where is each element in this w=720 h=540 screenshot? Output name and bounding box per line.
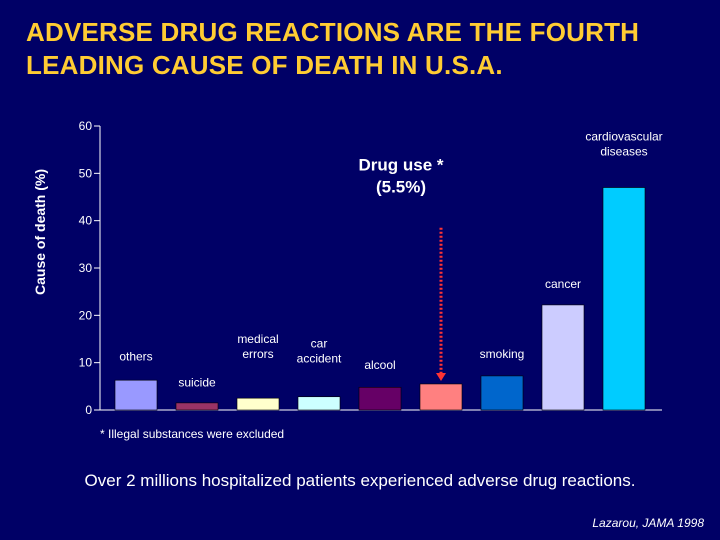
bar-label-5: (5.5%) <box>376 177 426 196</box>
bar-label-8: cardiovascular <box>585 129 662 143</box>
bar-label-5: Drug use * <box>358 155 443 174</box>
y-tick-label: 50 <box>79 166 93 180</box>
summary-text: Over 2 millions hospitalized patients ex… <box>84 471 636 490</box>
bar-8 <box>602 187 646 411</box>
y-tick-label: 40 <box>79 214 93 228</box>
bar-label-1: suicide <box>178 375 216 389</box>
y-tick-label: 10 <box>79 356 93 370</box>
highlight-arrow-head <box>436 372 446 381</box>
bar-label-6: smoking <box>480 347 525 361</box>
bar-label-3: accident <box>297 352 342 366</box>
bar-5 <box>419 383 463 411</box>
bar-label-0: others <box>119 349 152 363</box>
bar-0 <box>114 379 158 411</box>
bar-7 <box>541 304 585 411</box>
bar-4 <box>358 386 402 411</box>
title-line-2: LEADING CAUSE OF DEATH IN U.S.A. <box>26 50 503 80</box>
bar-6 <box>480 375 524 411</box>
y-axis-label: Cause of death (%) <box>32 169 48 295</box>
y-tick-label: 20 <box>79 308 93 322</box>
bar-label-2: medical <box>237 332 278 346</box>
citation: Lazarou, JAMA 1998 <box>592 516 704 530</box>
title-line-1: ADVERSE DRUG REACTIONS ARE THE FOURTH <box>26 17 640 47</box>
bar-1 <box>175 402 219 411</box>
bar-3 <box>297 396 341 411</box>
bar-label-7: cancer <box>545 277 581 291</box>
bar-label-2: errors <box>242 347 273 361</box>
y-tick-label: 30 <box>79 261 93 275</box>
y-tick-label: 60 <box>79 119 93 133</box>
bar-label-3: car <box>311 337 328 351</box>
bar-2 <box>236 397 280 411</box>
footnote: * Illegal substances were excluded <box>100 427 285 441</box>
slide-title: ADVERSE DRUG REACTIONS ARE THE FOURTH LE… <box>26 16 706 82</box>
y-tick-label: 0 <box>85 403 92 417</box>
bar-label-8: diseases <box>600 144 647 158</box>
bar-chart: 0 10 20 30 40 50 60 Cause of death (%) others sui… <box>32 119 663 417</box>
bar-label-4: alcool <box>364 358 395 372</box>
